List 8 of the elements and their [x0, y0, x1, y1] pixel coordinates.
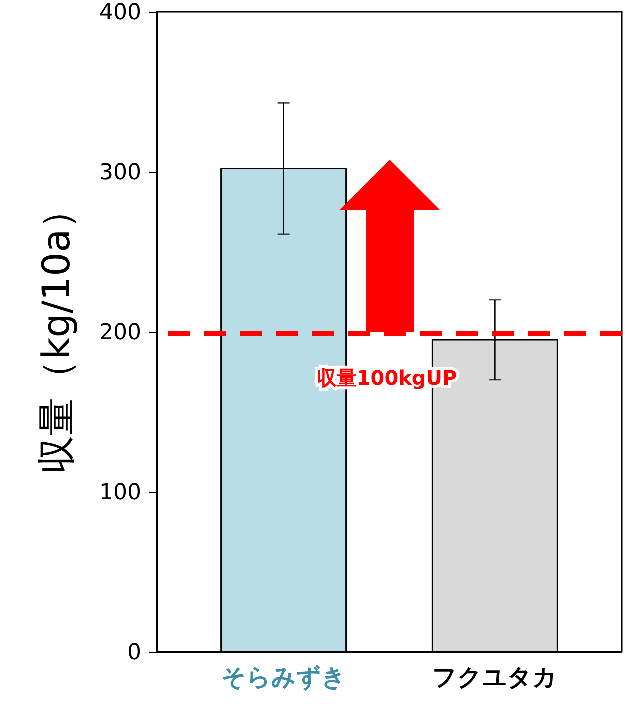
x-tick-label: フクユタカ [432, 664, 558, 692]
y-axis-title: 収量（kg/10a） [34, 191, 79, 474]
y-tick-label: 300 [100, 160, 142, 186]
y-tick-label: 100 [100, 480, 142, 506]
y-tick-label: 400 [100, 0, 142, 26]
y-tick-label: 200 [100, 320, 142, 346]
y-tick-label: 0 [128, 640, 142, 666]
x-tick-label: そらみずき [221, 664, 346, 692]
